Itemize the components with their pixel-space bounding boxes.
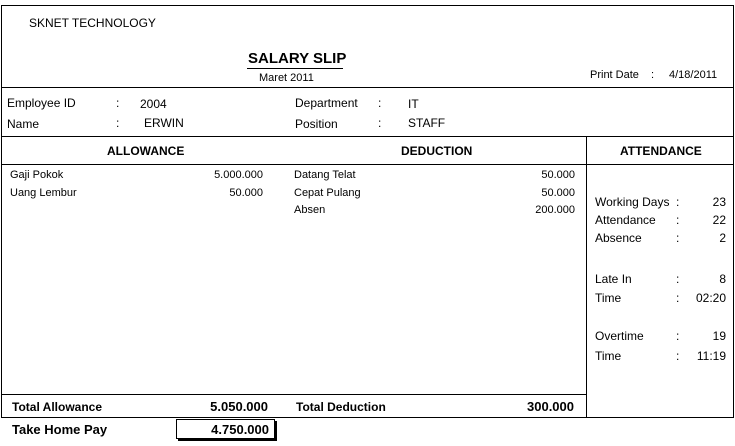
total-deduction-label: Total Deduction xyxy=(296,400,386,414)
employee-id-label: Employee ID xyxy=(7,96,76,110)
period-label: Maret 2011 xyxy=(259,72,314,84)
attendance-item-label: Overtime xyxy=(595,329,644,343)
column-header-divider xyxy=(1,164,734,165)
attendance-item-colon: : xyxy=(676,231,680,245)
print-date-colon: : xyxy=(651,69,655,81)
deduction-item-value: 50.000 xyxy=(541,169,575,181)
company-name: SKNET TECHNOLOGY xyxy=(29,16,156,30)
position-colon: : xyxy=(378,116,382,130)
total-allowance-label: Total Allowance xyxy=(12,400,103,414)
allowance-item-label: Uang Lembur xyxy=(10,187,77,199)
totals-divider xyxy=(1,394,587,395)
allowance-header: ALLOWANCE xyxy=(107,144,185,158)
department-value: IT xyxy=(408,97,419,111)
attendance-item-value: 19 xyxy=(712,329,726,343)
attendance-item-value: 23 xyxy=(712,195,726,209)
title-underline xyxy=(247,68,343,69)
take-home-pay-label: Take Home Pay xyxy=(12,422,108,437)
frame-right-border xyxy=(733,5,734,418)
attendance-item-value: 2 xyxy=(719,231,726,245)
attendance-column-divider xyxy=(586,136,587,418)
attendance-item-label: Late In xyxy=(595,272,632,286)
attendance-item-value: 22 xyxy=(712,213,726,227)
employee-name-label: Name xyxy=(7,117,40,131)
attendance-item-colon: : xyxy=(676,272,680,286)
frame-left-border xyxy=(1,5,2,418)
attendance-item-label: Time xyxy=(595,291,622,305)
employee-id-colon: : xyxy=(116,96,120,110)
total-allowance-value: 5.050.000 xyxy=(210,399,268,414)
deduction-header: DEDUCTION xyxy=(401,144,473,158)
attendance-item-colon: : xyxy=(676,195,680,209)
attendance-item-label: Absence xyxy=(595,231,642,245)
deduction-item-label: Cepat Pulang xyxy=(294,187,361,199)
print-date-value: 4/18/2011 xyxy=(669,69,718,81)
attendance-item-value: 8 xyxy=(719,272,726,286)
position-value: STAFF xyxy=(408,116,446,130)
department-label: Department xyxy=(295,96,358,110)
employee-name-value: ERWIN xyxy=(144,116,184,130)
frame-bottom-border xyxy=(1,417,734,418)
allowance-item-label: Gaji Pokok xyxy=(10,169,64,181)
deduction-item-label: Datang Telat xyxy=(294,169,356,181)
header-divider xyxy=(1,87,734,88)
page-title: SALARY SLIP xyxy=(248,50,347,67)
allowance-item-value: 5.000.000 xyxy=(214,169,263,181)
attendance-item-colon: : xyxy=(676,329,680,343)
attendance-item-value: 11:19 xyxy=(696,349,726,363)
attendance-item-label: Working Days xyxy=(595,195,670,209)
take-home-pay-value: 4.750.000 xyxy=(211,422,269,437)
employee-divider xyxy=(1,136,734,137)
attendance-header: ATTENDANCE xyxy=(620,144,702,158)
employee-id-value: 2004 xyxy=(140,97,167,111)
attendance-item-label: Attendance xyxy=(595,213,656,227)
department-colon: : xyxy=(378,96,382,110)
attendance-item-colon: : xyxy=(676,213,680,227)
attendance-item-colon: : xyxy=(676,349,680,363)
deduction-item-value: 200.000 xyxy=(535,204,575,216)
deduction-item-value: 50.000 xyxy=(541,187,575,199)
employee-name-colon: : xyxy=(116,116,120,130)
attendance-item-label: Time xyxy=(595,349,622,363)
take-home-pay-box: 4.750.000 xyxy=(176,419,275,439)
frame-top-border xyxy=(1,5,734,6)
total-deduction-value: 300.000 xyxy=(527,399,574,414)
allowance-item-value: 50.000 xyxy=(229,187,263,199)
position-label: Position xyxy=(295,117,338,131)
print-date-label: Print Date xyxy=(590,69,639,81)
deduction-item-label: Absen xyxy=(294,204,326,216)
attendance-item-colon: : xyxy=(676,291,680,305)
attendance-item-value: 02:20 xyxy=(695,291,726,305)
